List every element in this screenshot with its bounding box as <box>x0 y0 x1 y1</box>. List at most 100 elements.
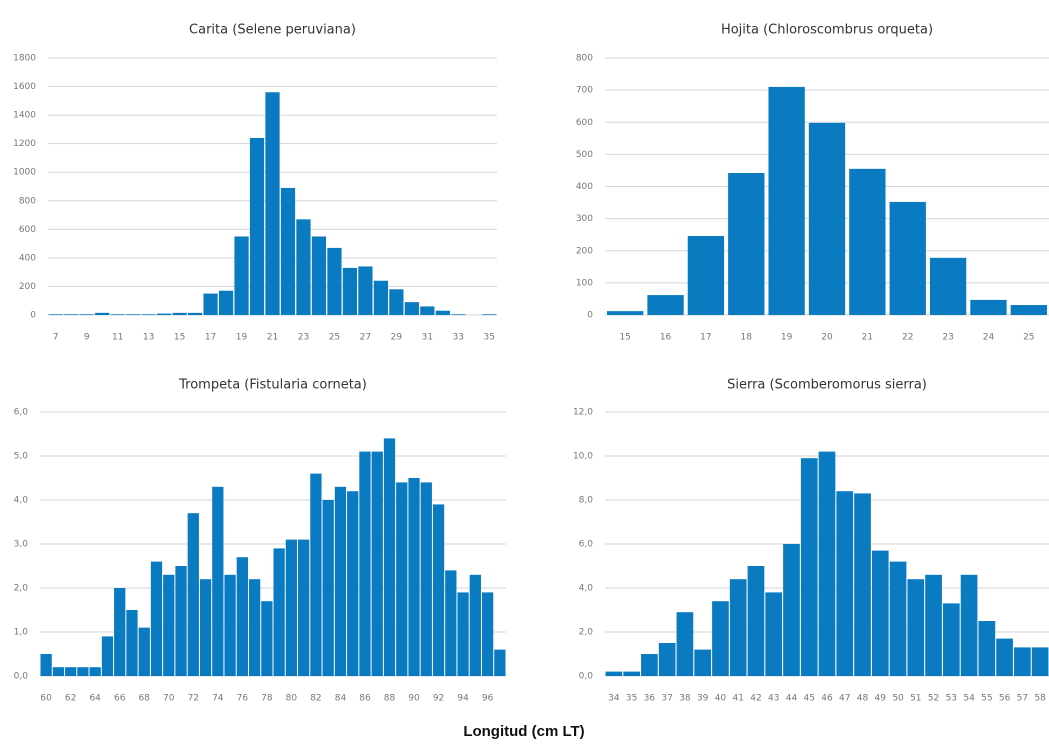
bar <box>482 314 497 315</box>
x-tick-label: 54 <box>963 694 975 704</box>
x-tick-label: 62 <box>65 694 76 704</box>
bar <box>871 550 889 676</box>
bar <box>371 451 383 676</box>
y-tick-label: 12,0 <box>573 408 593 418</box>
x-tick-label: 60 <box>40 694 52 704</box>
x-tick-label: 33 <box>453 333 464 343</box>
bar <box>212 486 224 676</box>
x-tick-label: 70 <box>163 694 175 704</box>
bar <box>396 482 408 676</box>
bar <box>234 236 249 315</box>
bar <box>65 667 77 676</box>
bar <box>929 257 967 315</box>
x-tick-label: 76 <box>237 694 249 704</box>
bar <box>236 557 248 676</box>
x-tick-label: 84 <box>335 694 347 704</box>
x-tick-label: 56 <box>999 694 1011 704</box>
bar <box>765 592 783 676</box>
y-tick-label: 600 <box>19 225 36 235</box>
y-tick-label: 4,0 <box>14 496 29 506</box>
bar <box>481 592 494 676</box>
bar <box>457 592 469 676</box>
bar <box>40 654 52 676</box>
y-tick-label: 1800 <box>13 54 36 64</box>
bar <box>658 643 676 676</box>
x-tick-label: 53 <box>946 694 957 704</box>
bar <box>605 671 623 676</box>
bar <box>676 612 694 676</box>
y-tick-label: 800 <box>576 54 593 64</box>
bar <box>150 561 163 676</box>
x-tick-label: 49 <box>875 694 887 704</box>
bar <box>114 588 126 676</box>
x-tick-label: 80 <box>286 694 298 704</box>
chart-title: Sierra (Scomberomorus sierra) <box>727 378 927 393</box>
bar <box>77 667 89 676</box>
bar <box>342 267 358 315</box>
bar <box>79 314 94 315</box>
bar <box>647 295 684 315</box>
bar <box>163 574 175 676</box>
bar <box>156 313 172 315</box>
x-tick-label: 11 <box>112 333 123 343</box>
bar <box>322 500 334 676</box>
bar <box>248 579 261 676</box>
bar <box>187 312 203 315</box>
x-tick-label: 9 <box>84 333 90 343</box>
chart-title: Hojita (Chloroscombrus orqueta) <box>721 23 933 38</box>
y-tick-label: 1200 <box>13 139 36 149</box>
bar <box>849 168 886 315</box>
bar <box>52 667 65 676</box>
y-tick-label: 400 <box>19 253 36 263</box>
x-tick-label: 21 <box>862 333 873 343</box>
bar <box>296 219 311 315</box>
bar <box>687 235 725 315</box>
bar <box>334 486 347 676</box>
bar <box>138 627 150 676</box>
x-tick-label: 41 <box>732 694 743 704</box>
x-tick-label: 68 <box>139 694 151 704</box>
bar <box>224 574 236 676</box>
bar <box>942 603 960 676</box>
bar <box>310 473 322 676</box>
x-tick-label: 17 <box>700 333 711 343</box>
x-tick-label: 37 <box>661 694 672 704</box>
bar <box>126 610 138 676</box>
bar <box>187 513 199 676</box>
x-tick-label: 38 <box>679 694 691 704</box>
bar <box>435 310 450 315</box>
x-tick-label: 25 <box>1023 333 1034 343</box>
y-tick-label: 6,0 <box>579 540 594 550</box>
x-tick-label: 22 <box>902 333 913 343</box>
bar <box>889 201 926 315</box>
x-tick-label: 82 <box>310 694 321 704</box>
x-tick-label: 55 <box>981 694 992 704</box>
y-tick-label: 0 <box>587 311 593 321</box>
y-tick-label: 2,0 <box>579 628 594 638</box>
y-tick-label: 3,0 <box>14 540 29 550</box>
y-tick-label: 700 <box>576 86 593 96</box>
bar <box>383 438 396 676</box>
x-tick-label: 15 <box>619 333 630 343</box>
x-tick-label: 15 <box>174 333 185 343</box>
chart-title: Carita (Selene peruviana) <box>189 23 356 38</box>
x-tick-label: 42 <box>750 694 761 704</box>
x-tick-label: 24 <box>983 333 995 343</box>
bar <box>64 314 79 315</box>
bar <box>126 314 141 315</box>
x-tick-label: 58 <box>1034 694 1046 704</box>
x-tick-label: 19 <box>236 333 248 343</box>
x-tick-label: 29 <box>391 333 403 343</box>
x-tick-label: 39 <box>697 694 709 704</box>
chart-title: Trompeta (Fistularia corneta) <box>178 378 367 393</box>
x-tick-label: 40 <box>715 694 727 704</box>
bar <box>808 122 846 315</box>
x-tick-label: 27 <box>360 333 371 343</box>
x-tick-label: 43 <box>768 694 779 704</box>
bar <box>768 86 805 315</box>
y-tick-label: 500 <box>576 150 593 160</box>
bar <box>978 621 996 676</box>
bar <box>1031 647 1049 676</box>
bar <box>175 566 187 676</box>
